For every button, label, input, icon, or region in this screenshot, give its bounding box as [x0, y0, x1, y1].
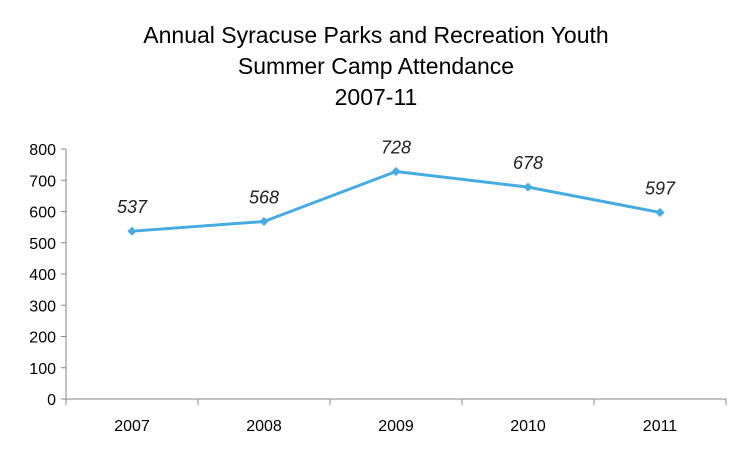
x-tick-label: 2008 — [246, 418, 282, 435]
chart-title-line-3: 2007-11 — [334, 84, 418, 110]
data-label: 537 — [117, 197, 148, 217]
data-label: 678 — [513, 153, 543, 173]
data-label: 728 — [381, 138, 411, 158]
y-tick-label: 500 — [29, 236, 56, 253]
y-tick-label: 600 — [29, 205, 56, 222]
x-tick-label: 2011 — [643, 418, 678, 435]
x-tick-label: 2009 — [378, 418, 414, 435]
data-point-marker — [259, 217, 269, 226]
chart-title-line-1: Annual Syracuse Parks and Recreation You… — [143, 22, 609, 48]
data-point-marker — [523, 182, 533, 192]
data-point-marker — [127, 226, 137, 236]
series-line — [130, 170, 662, 233]
data-label: 597 — [645, 178, 676, 198]
y-tick-label: 400 — [29, 267, 56, 284]
y-tick-label: 200 — [29, 330, 56, 347]
chart-title-line-2: Summer Camp Attendance — [237, 53, 515, 79]
chart-title: Annual Syracuse Parks and Recreation You… — [0, 20, 752, 113]
data-point-marker — [655, 207, 665, 217]
y-tick-label: 100 — [29, 361, 56, 378]
x-tick-label: 2010 — [510, 418, 546, 435]
x-tick-label: 2007 — [114, 418, 150, 435]
y-tick-label: 700 — [29, 173, 56, 190]
data-point-marker — [391, 167, 401, 176]
y-tick-label: 0 — [47, 392, 56, 409]
y-tick-label: 300 — [29, 298, 56, 315]
y-tick-label: 800 — [29, 142, 56, 159]
data-label: 568 — [249, 188, 279, 208]
